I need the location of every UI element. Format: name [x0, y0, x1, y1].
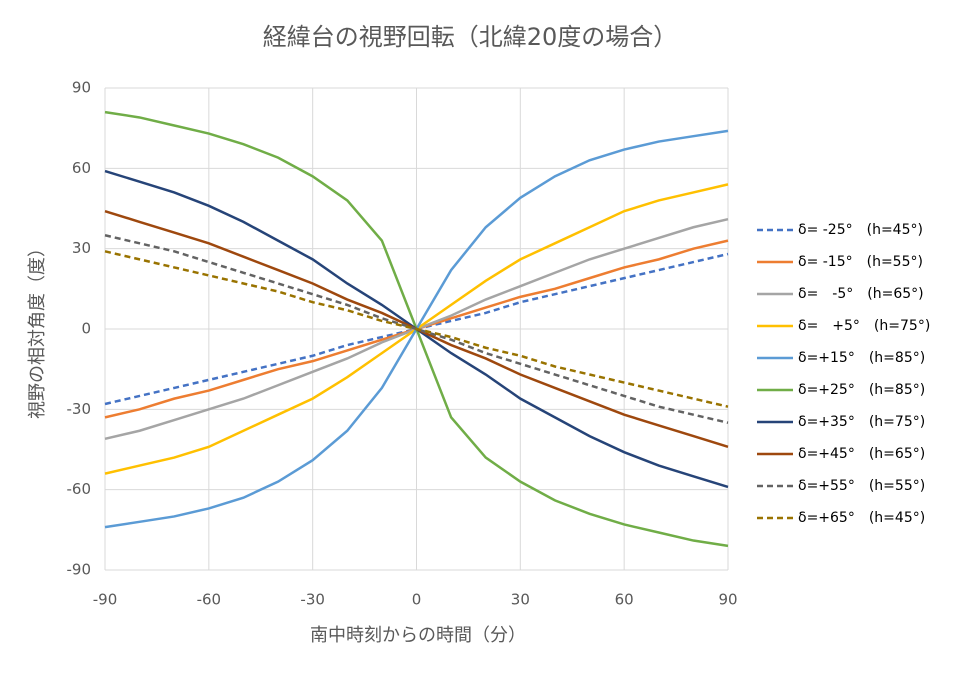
x-tick-label: 30 — [511, 591, 530, 609]
legend-label: δ= -5° (h=65°) — [798, 286, 924, 302]
legend-label: δ= -25° (h=45°) — [798, 222, 923, 238]
y-tick-label: -60 — [67, 480, 92, 498]
x-tick-label: 0 — [412, 591, 422, 609]
y-tick-label: 30 — [72, 239, 91, 257]
legend-label: δ= -15° (h=55°) — [798, 254, 923, 270]
x-tick-label: 60 — [615, 591, 634, 609]
y-tick-label: 90 — [72, 79, 91, 97]
y-axis-label: 視野の相対角度（度） — [27, 239, 48, 419]
x-axis-label: 南中時刻からの時間（分） — [310, 625, 526, 646]
legend-label: δ=+65° (h=45°) — [798, 510, 925, 526]
y-tick-label: -90 — [67, 561, 92, 579]
legend-label: δ=+45° (h=65°) — [798, 446, 925, 462]
x-tick-label: -90 — [93, 591, 118, 609]
legend-label: δ=+55° (h=55°) — [798, 478, 925, 494]
x-tick-label: 90 — [718, 591, 737, 609]
legend-label: δ=+25° (h=85°) — [798, 382, 925, 398]
y-tick-label: 0 — [81, 320, 91, 338]
y-tick-label: 60 — [72, 159, 91, 177]
legend-label: δ=+15° (h=85°) — [798, 350, 925, 366]
x-tick-label: -30 — [300, 591, 325, 609]
chart-title: 経緯台の視野回転（北緯20度の場合） — [263, 23, 678, 51]
x-tick-label: -60 — [197, 591, 222, 609]
y-tick-label: -30 — [67, 400, 92, 418]
legend-label: δ=+35° (h=75°) — [798, 414, 925, 430]
series-line — [104, 250, 729, 408]
legend-label: δ= +5° (h=75°) — [798, 318, 930, 334]
